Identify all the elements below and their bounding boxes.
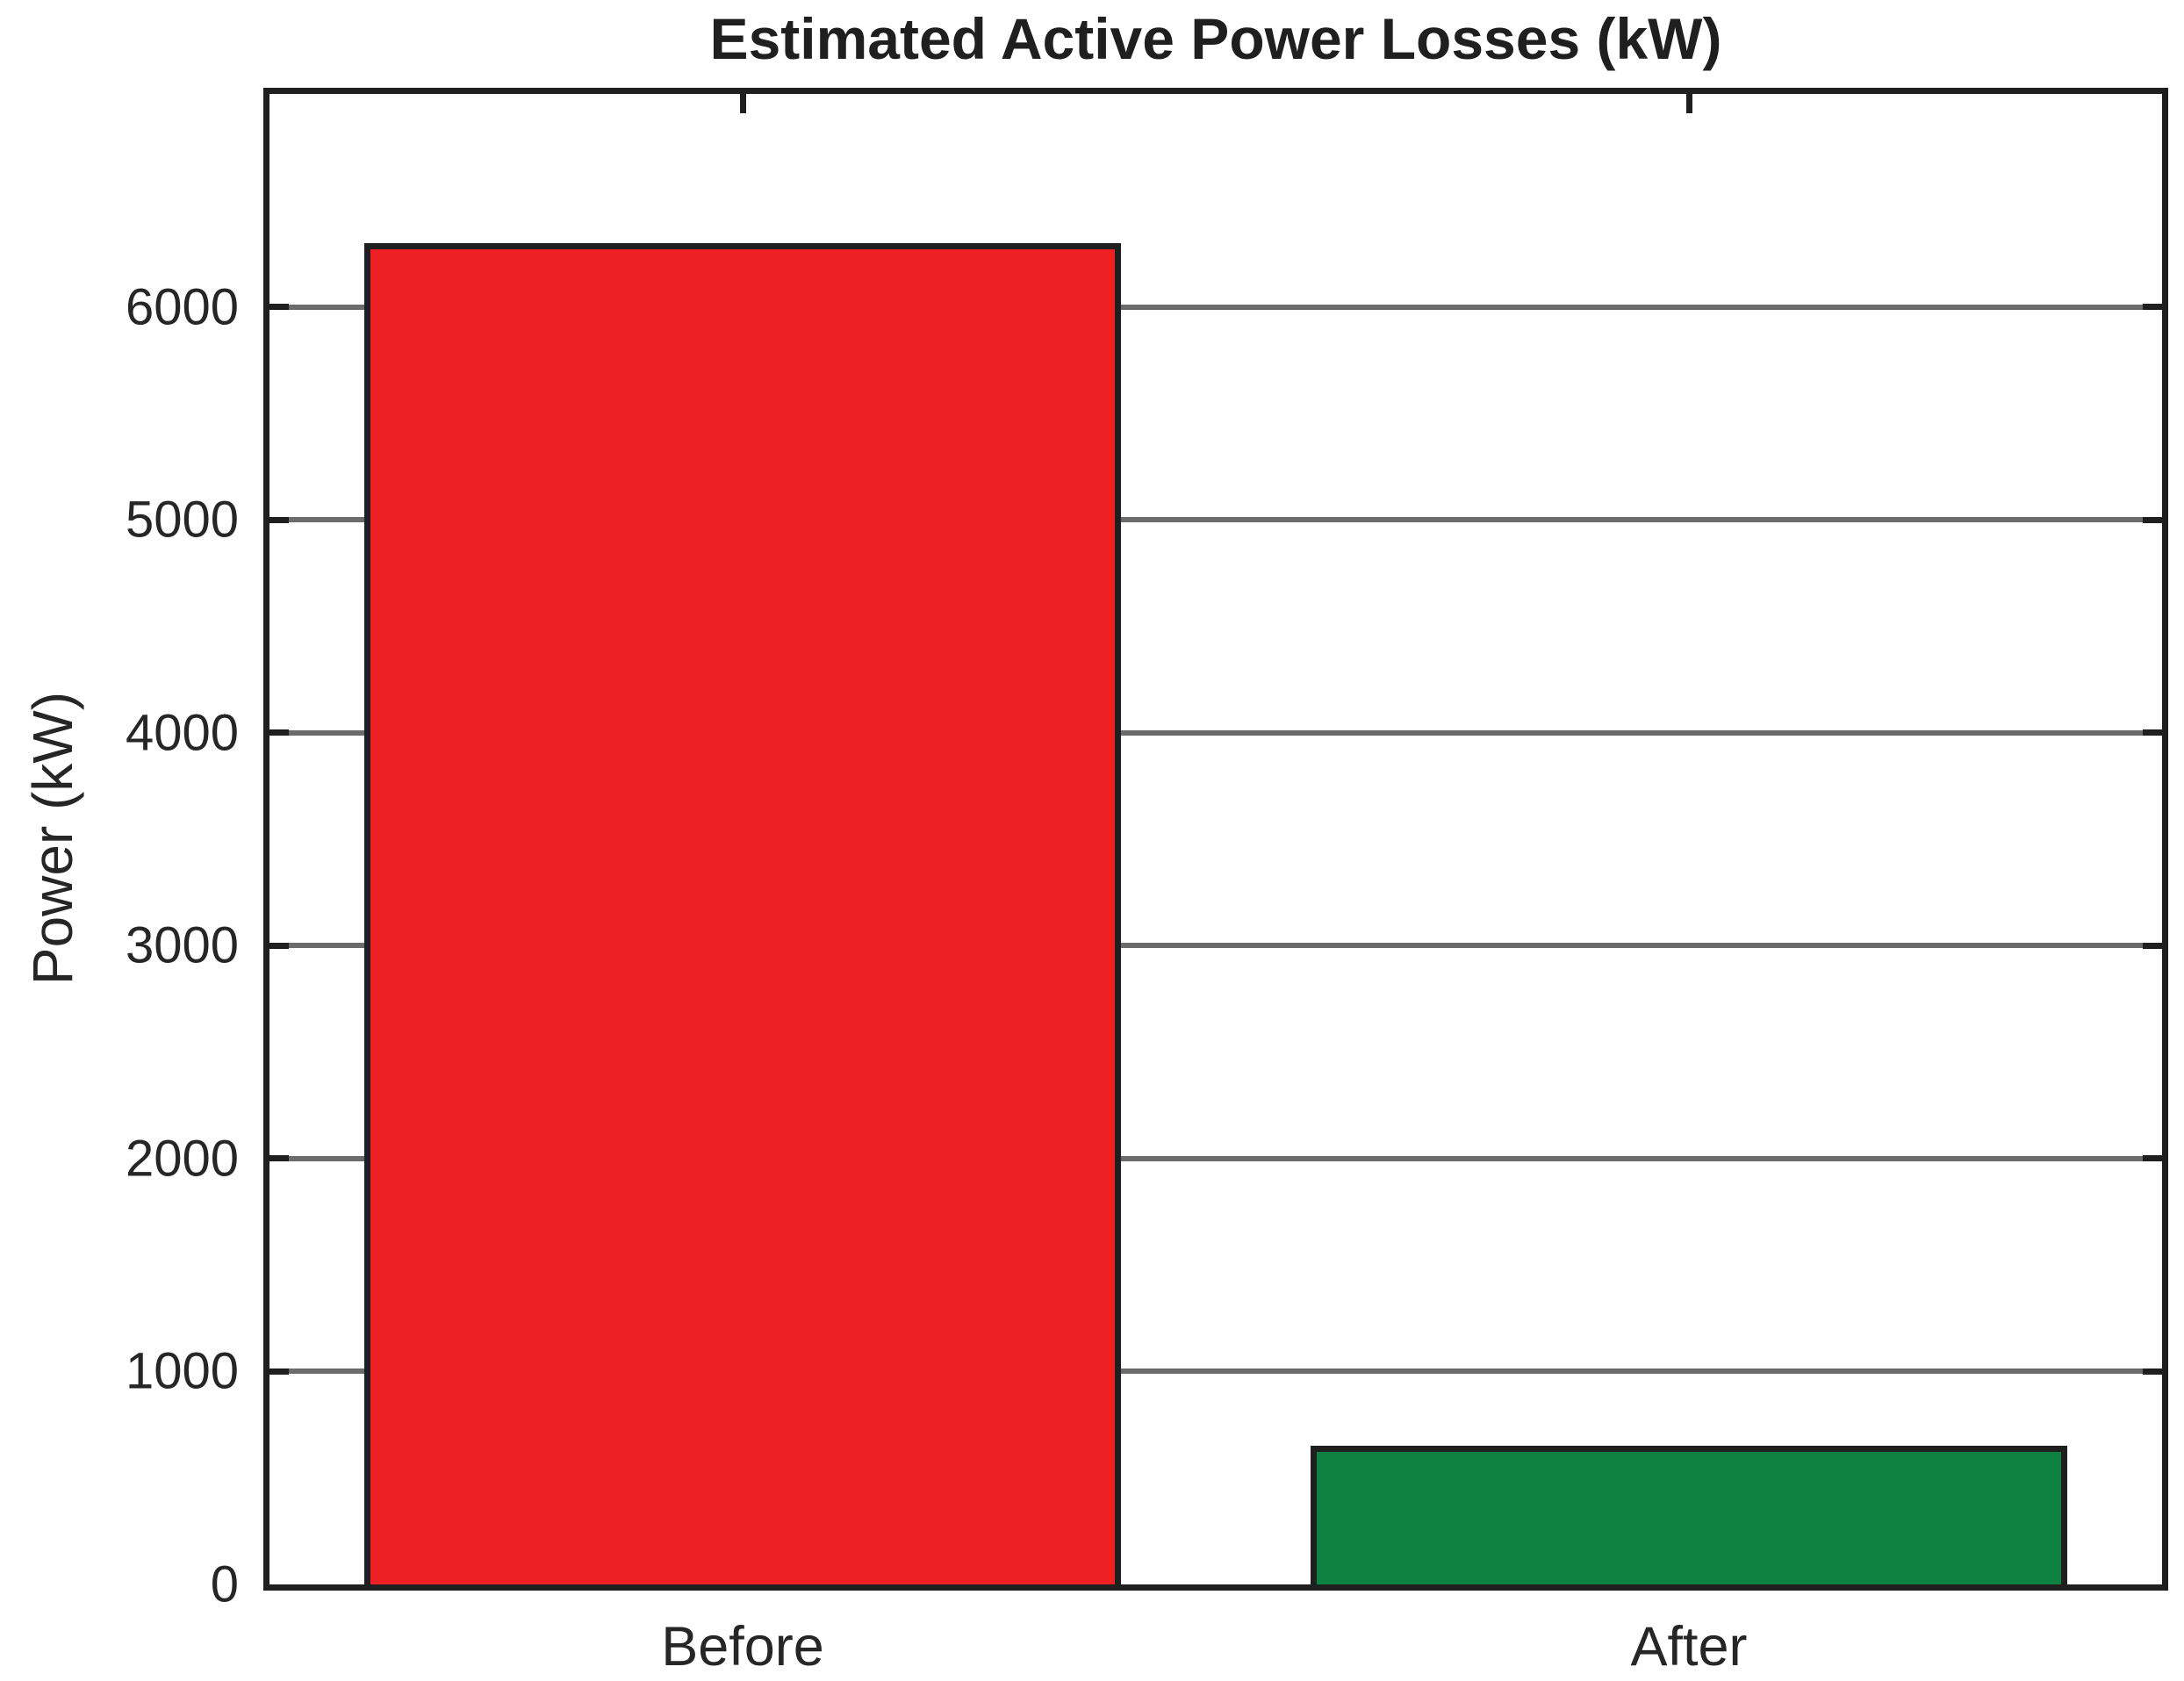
bar-before	[363, 242, 1122, 1591]
gridline-y-3000	[269, 943, 2162, 949]
y-tick-left-5000	[269, 516, 289, 523]
gridline-y-2000	[269, 1155, 2162, 1161]
x-tick-top-after	[1685, 94, 1692, 113]
x-tick-top-before	[739, 94, 746, 113]
y-tick-right-2000	[2143, 1155, 2162, 1162]
y-tick-label-0: 0	[210, 1555, 239, 1613]
y-tick-right-4000	[2143, 729, 2162, 736]
plot-area	[263, 88, 2168, 1591]
y-tick-label-5000: 5000	[125, 491, 239, 549]
y-tick-right-6000	[2143, 304, 2162, 311]
y-tick-left-4000	[269, 729, 289, 736]
y-tick-label-6000: 6000	[125, 278, 239, 336]
gridline-y-6000	[269, 304, 2162, 310]
gridline-y-1000	[269, 1369, 2162, 1375]
x-tick-label-after: After	[1630, 1616, 1748, 1677]
y-tick-label-3000: 3000	[125, 916, 239, 974]
y-tick-left-3000	[269, 942, 289, 949]
gridline-y-5000	[269, 517, 2162, 523]
y-tick-label-4000: 4000	[125, 704, 239, 762]
gridline-y-4000	[269, 729, 2162, 736]
y-tick-label-1000: 1000	[125, 1342, 239, 1400]
x-tick-label-before: Before	[661, 1616, 824, 1677]
chart-title: Estimated Active Power Losses (kW)	[709, 6, 1722, 71]
y-tick-left-1000	[269, 1368, 289, 1375]
y-tick-right-5000	[2143, 516, 2162, 523]
y-axis-label: Power (kW)	[21, 691, 84, 986]
y-tick-right-3000	[2143, 942, 2162, 949]
y-tick-right-1000	[2143, 1368, 2162, 1375]
bar-after	[1310, 1446, 2068, 1591]
y-tick-left-6000	[269, 304, 289, 311]
y-tick-left-2000	[269, 1155, 289, 1162]
y-tick-label-2000: 2000	[125, 1130, 239, 1188]
